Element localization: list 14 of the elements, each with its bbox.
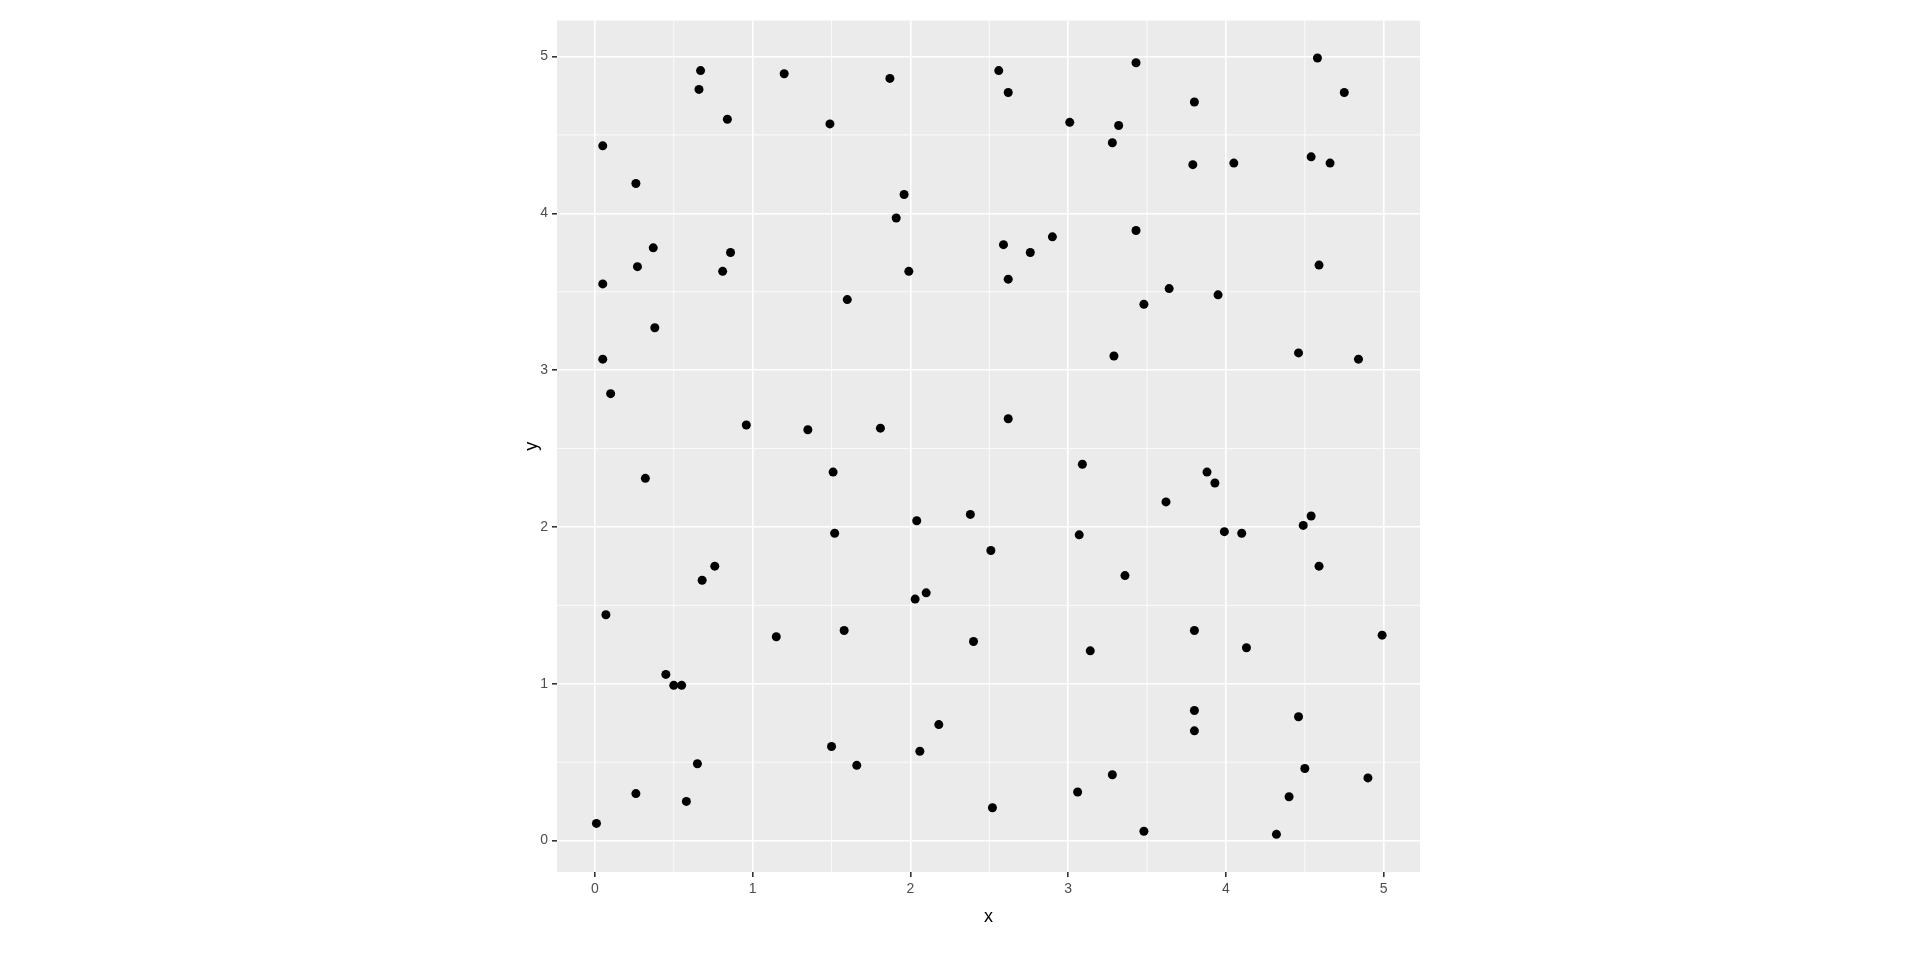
- y-tick-label: 5: [540, 47, 549, 64]
- x-tick-label: 0: [590, 880, 599, 897]
- x-tick-label: 5: [1379, 880, 1388, 897]
- x-tick-label: 4: [1222, 880, 1231, 897]
- y-tick-label: 3: [540, 361, 549, 377]
- x-tick-label: 2: [906, 880, 915, 897]
- y-tick-label: 4: [540, 204, 549, 221]
- y-tick-label: 0: [540, 831, 549, 848]
- y-tick-label: 2: [540, 517, 549, 534]
- x-axis-title: x: [984, 906, 993, 927]
- y-axis-title: y: [520, 441, 541, 451]
- x-tick-label: 1: [748, 880, 757, 897]
- y-tick-label: 1: [540, 674, 549, 691]
- x-tick-label: 3: [1064, 880, 1073, 897]
